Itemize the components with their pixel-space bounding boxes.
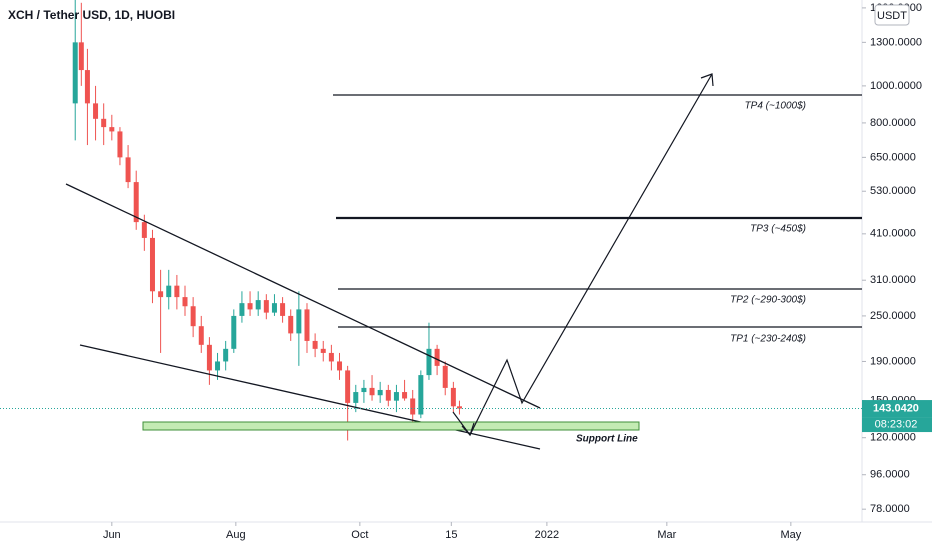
candle-body — [304, 309, 310, 341]
candle-body — [345, 370, 351, 403]
candle-body — [231, 315, 237, 349]
candle-body — [72, 42, 78, 104]
upper-trendline — [65, 183, 541, 409]
y-tick-label: 410.0000 — [870, 228, 916, 240]
currency-badge-label[interactable]: USDT — [877, 10, 907, 22]
candle-body — [125, 157, 131, 183]
candle-body — [149, 237, 155, 292]
candle-body — [78, 42, 84, 71]
tp2-label: TP2 (~290-300$) — [730, 295, 806, 306]
y-tick-label: 530.0000 — [870, 185, 916, 197]
candle-body — [109, 127, 115, 132]
arrow-head — [461, 422, 475, 437]
x-tick-label: 15 — [445, 529, 457, 541]
candle-body — [255, 300, 261, 310]
candle-body — [117, 131, 123, 158]
candle-body — [182, 297, 188, 307]
arrow-head — [700, 73, 714, 87]
candle-body — [166, 285, 172, 298]
candle-body — [402, 392, 408, 399]
tp3-label: TP3 (~450$) — [750, 224, 806, 235]
candle-body — [190, 306, 196, 327]
candle-body — [296, 309, 302, 334]
candle-body — [426, 348, 432, 376]
candle-body — [328, 352, 334, 362]
candle-body — [101, 118, 107, 128]
candle-body — [385, 389, 391, 401]
y-tick-label: 96.0000 — [870, 469, 910, 481]
tp4-label: TP4 (~1000$) — [745, 101, 806, 112]
y-tick-label: 310.0000 — [870, 274, 916, 286]
candle-body — [84, 70, 90, 104]
candle-body — [158, 291, 164, 298]
x-tick-label: Jun — [103, 529, 121, 541]
candle-body — [174, 285, 180, 298]
projection-path — [452, 73, 713, 437]
candle-body — [418, 375, 424, 415]
candle-body — [239, 303, 245, 316]
support-zone — [142, 421, 640, 431]
y-tick-label: 1000.0000 — [870, 80, 922, 92]
candle-body — [223, 348, 229, 362]
y-tick-label: 120.0000 — [870, 432, 916, 444]
candle-body — [393, 392, 399, 401]
x-tick-label: 2022 — [535, 529, 559, 541]
candle-body — [337, 361, 343, 371]
y-tick-label: 78.0000 — [870, 503, 910, 515]
currency-badge[interactable] — [874, 4, 910, 26]
support-label: Support Line — [576, 434, 638, 445]
candle-body — [450, 387, 456, 407]
x-tick-label: Mar — [657, 529, 676, 541]
candle-body — [93, 103, 99, 119]
candle-body — [369, 387, 375, 396]
candle-body — [410, 398, 416, 415]
tp1-label: TP1 (~230-240$) — [730, 334, 806, 345]
candle-body — [141, 222, 147, 238]
candle-body — [288, 315, 294, 334]
x-tick-label: May — [780, 529, 801, 541]
y-tick-label: 1300.0000 — [870, 36, 922, 48]
candles — [72, 0, 462, 441]
candle-body — [280, 303, 286, 316]
candle-body — [320, 348, 326, 353]
y-tick-label: 800.0000 — [870, 117, 916, 129]
candle-body — [377, 389, 383, 396]
drawings — [65, 73, 862, 450]
candle-body — [215, 361, 221, 371]
candle-body — [353, 392, 359, 403]
candle-body — [361, 387, 367, 393]
countdown-box — [862, 417, 932, 433]
y-tick-label: 250.0000 — [870, 310, 916, 322]
candle-body — [312, 340, 318, 349]
candle-body — [133, 182, 139, 223]
y-tick-label: 650.0000 — [870, 151, 916, 163]
x-tick-label: Aug — [226, 529, 246, 541]
candle-body — [247, 303, 253, 310]
candle-body — [434, 348, 440, 366]
countdown-label: 08:23:02 — [875, 418, 918, 430]
last-price-box — [862, 400, 932, 418]
lower-trendline — [79, 344, 541, 450]
candle-body — [198, 326, 204, 345]
y-tick-label: 190.0000 — [870, 355, 916, 367]
candle-body — [442, 365, 448, 388]
candle-body — [263, 300, 269, 313]
last-price-label: 143.0420 — [873, 402, 919, 414]
candle-body — [456, 406, 462, 409]
candle-body — [271, 303, 277, 313]
candle-body — [206, 344, 212, 371]
x-tick-label: Oct — [351, 529, 368, 541]
chart-title: XCH / Tether USD, 1D, HUOBI — [8, 8, 175, 22]
